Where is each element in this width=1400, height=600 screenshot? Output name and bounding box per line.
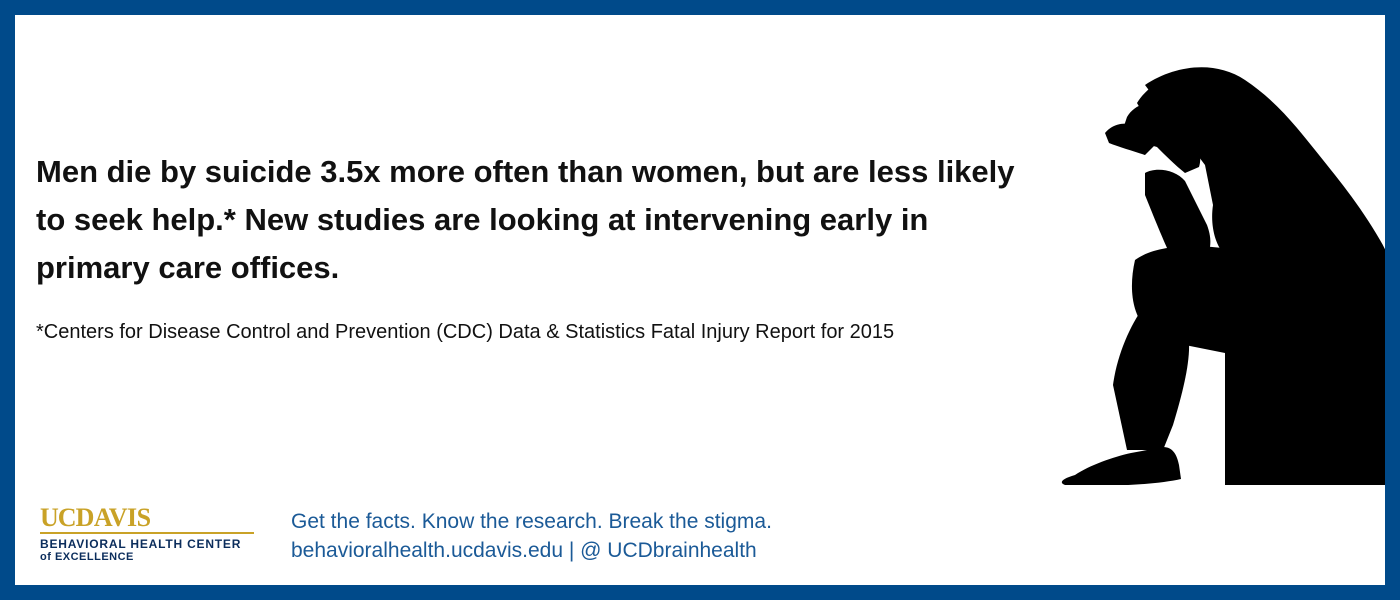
logo-wordmark: UCDAVIS <box>40 505 260 531</box>
sitting-man-silhouette-icon <box>1061 67 1385 485</box>
tagline-line1: Get the facts. Know the research. Break … <box>291 510 772 533</box>
tagline-website-handle: behavioralhealth.ucdavis.edu | @ UCDbrai… <box>291 539 757 562</box>
tagline: Get the facts. Know the research. Break … <box>291 507 772 565</box>
logo-uc: UC <box>40 503 77 532</box>
logo-divider <box>40 532 254 534</box>
logo-subtitle-line1: BEHAVIORAL HEALTH CENTER <box>40 537 242 551</box>
ucdavis-logo: UCDAVIS BEHAVIORAL HEALTH CENTER of EXCE… <box>40 505 260 571</box>
footnote: *Centers for Disease Control and Prevent… <box>36 321 895 343</box>
logo-subtitle-line2: of EXCELLENCE <box>40 551 134 563</box>
logo-davis: DAVIS <box>75 503 152 532</box>
headline: Men die by suicide 3.5x more often than … <box>36 154 1015 285</box>
